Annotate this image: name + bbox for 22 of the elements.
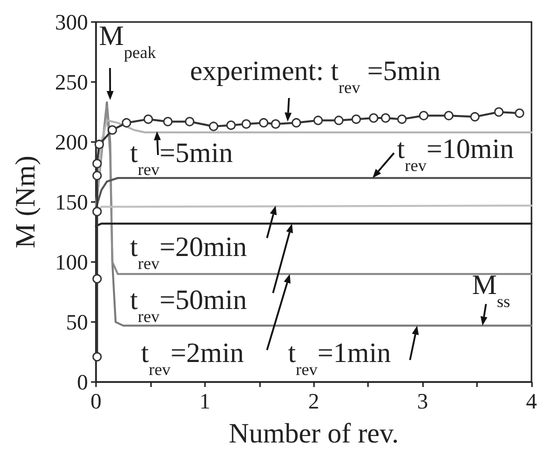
annotation: M$_{peak}$ <box>99 21 156 62</box>
y-tick-label: 50 <box>66 310 88 334</box>
y-tick-label: 100 <box>55 250 88 274</box>
x-tick-label: 2 <box>308 388 320 414</box>
y-tick-label: 200 <box>55 130 88 154</box>
annotation: t$_{rev}$=50min <box>130 285 247 326</box>
annotation: t$_{rev}$=2min <box>141 338 244 379</box>
y-tick-label: 300 <box>55 10 88 34</box>
annotation: M$_{ss}$ <box>472 270 510 311</box>
x-tick-label: 4 <box>526 388 537 414</box>
y-tick-label: 0 <box>77 370 88 394</box>
y-tick-label: 250 <box>55 70 88 94</box>
y-axis-title: M (Nm) <box>10 156 42 248</box>
annotation: experiment: t$_{rev}$ =5min <box>190 56 441 97</box>
annotation: t$_{rev}$=1min <box>288 338 391 379</box>
x-tick-label: 3 <box>417 388 428 414</box>
x-axis-title: Number of rev. <box>228 418 399 450</box>
annotation: t$_{rev}$=5min <box>130 138 233 179</box>
annotation: t$_{rev}$=10min <box>397 134 514 175</box>
annotation: t$_{rev}$=20min <box>130 232 247 273</box>
x-tick-label: 1 <box>199 388 210 414</box>
y-tick-label: 150 <box>55 190 88 214</box>
